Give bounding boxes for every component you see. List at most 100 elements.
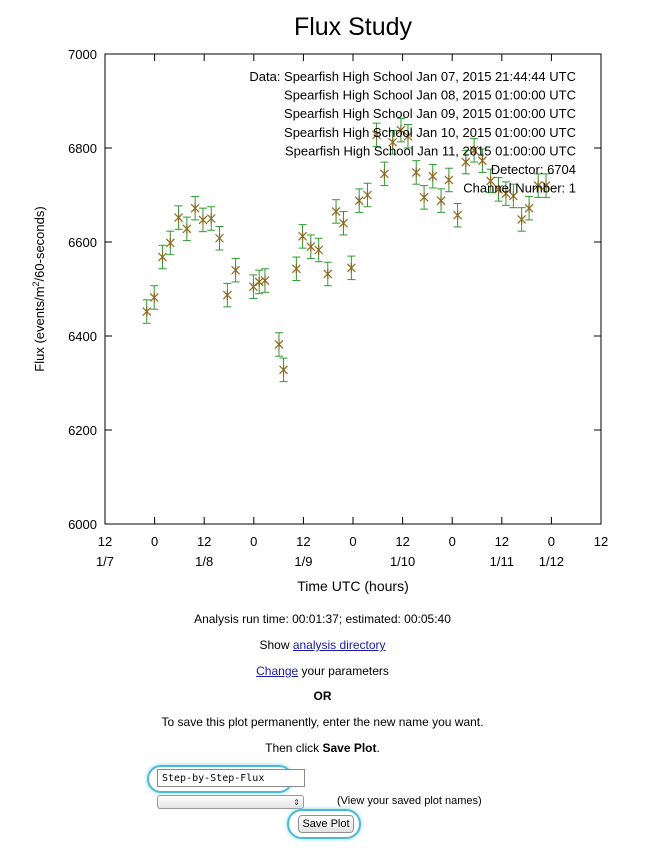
data-point (323, 261, 333, 287)
y-tick-label: 6600 (68, 235, 97, 250)
x-tick-label: 0 (250, 534, 257, 549)
y-tick-label: 6800 (68, 141, 97, 156)
y-tick-label: 6000 (68, 517, 97, 532)
run-time-text: Analysis run time: 00:01:37; estimated: … (194, 612, 451, 626)
data-point (469, 138, 479, 163)
x-tick-label: 12 (495, 534, 509, 549)
data-point (517, 207, 527, 232)
data-point (388, 130, 398, 155)
data-point (158, 244, 167, 270)
annotation-line: Spearfish High School Jan 11, 2015 01:00… (285, 143, 576, 158)
data-point (428, 163, 438, 189)
chart-title: Flux Study (294, 13, 413, 41)
annotation-line: Channel Number: 1 (463, 181, 576, 196)
save-instructions: To save this plot permanently, enter the… (161, 715, 484, 729)
data-point (541, 173, 551, 198)
data-point (231, 257, 241, 283)
then-click-text: Then click Save Plot. (265, 741, 380, 755)
y-tick-label: 6200 (68, 423, 97, 438)
show-line: Show analysis directory (259, 638, 386, 652)
data-point (291, 256, 301, 282)
data-point (419, 185, 429, 210)
data-point (508, 183, 518, 209)
data-point (501, 181, 511, 206)
y-axis-label: Flux (events/m2/60-seconds) (31, 206, 47, 371)
annotation-line: Data: Spearfish High School Jan 07, 2015… (249, 69, 576, 84)
data-point (182, 216, 192, 242)
data-point (354, 188, 364, 213)
annotation-line: Detector: 6704 (491, 162, 576, 177)
data-point (174, 205, 183, 230)
x-tick-label: 0 (548, 534, 555, 549)
x-axis: 12 1/7 0 12 1/8 0 12 1/9 0 12 1/10 0 12 1/11 0 1/12 12 (96, 54, 608, 569)
x-tick-label: 0 (151, 534, 158, 549)
annotation-line: Spearfish High School Jan 09, 2015 01:00… (284, 106, 576, 121)
data-point (396, 117, 406, 143)
data-point (444, 167, 454, 193)
x-tick-label: 0 (349, 534, 356, 549)
data-point (298, 224, 307, 249)
data-point (314, 237, 324, 263)
x-tick-date-label: 1/9 (294, 554, 312, 569)
data-point (222, 282, 232, 308)
x-tick-date-label: 1/7 (96, 554, 114, 569)
x-tick-date-label: 1/10 (390, 554, 415, 569)
data-point (142, 299, 152, 324)
or-text: OR (313, 689, 332, 703)
data-point (379, 161, 389, 187)
data-point (190, 195, 200, 221)
data-series (142, 117, 551, 383)
y-tick-label: 6400 (68, 329, 97, 344)
flux-chart: Flux Study 6000 6200 6400 6600 6800 7000 12 1/… (31, 13, 608, 594)
data-point (533, 173, 543, 198)
change-line: Change your parameters (256, 664, 389, 678)
annotation-line: Spearfish High School Jan 10, 2015 01:00… (284, 125, 576, 140)
data-point (372, 122, 381, 148)
analysis-directory-link[interactable]: analysis directory (292, 638, 386, 652)
data-point (274, 332, 284, 357)
data-point (331, 199, 341, 224)
data-point (346, 255, 356, 281)
x-tick-label: 12 (296, 534, 310, 549)
data-point (206, 206, 216, 231)
x-axis-label: Time UTC (hours) (297, 578, 409, 594)
data-point (254, 269, 264, 295)
x-tick-label: 12 (594, 534, 608, 549)
saved-plots-note: (View your saved plot names) (337, 795, 482, 807)
x-tick-date-label: 1/12 (539, 554, 564, 569)
annotation-line: Spearfish High School Jan 08, 2015 01:00… (284, 88, 576, 103)
data-point (339, 210, 348, 236)
change-parameters-link[interactable]: Change (256, 664, 299, 678)
data-point (149, 285, 159, 310)
save-button-highlight (287, 809, 361, 839)
x-tick-label: 12 (197, 534, 211, 549)
data-point (306, 234, 316, 259)
data-point (524, 195, 534, 221)
x-tick-label: 12 (395, 534, 409, 549)
data-point (215, 225, 224, 251)
saved-plots-select[interactable]: ⇕ (157, 795, 304, 809)
data-point (477, 148, 487, 173)
data-point (403, 124, 413, 149)
data-point (248, 274, 258, 299)
x-tick-date-label: 1/8 (195, 554, 213, 569)
x-tick-label: 12 (98, 534, 112, 549)
data-point (436, 188, 446, 213)
data-point (494, 177, 503, 202)
data-point (260, 268, 270, 293)
data-point (486, 168, 496, 194)
y-axis: 6000 6200 6400 6600 6800 7000 (68, 47, 601, 532)
save-plot-button[interactable]: Save Plot (298, 815, 354, 833)
data-point (461, 149, 471, 175)
data-annotations: Data: Spearfish High School Jan 07, 2015… (249, 69, 576, 196)
data-point (363, 182, 372, 208)
x-tick-date-label: 1/11 (490, 554, 514, 569)
data-point (279, 357, 288, 383)
data-point (165, 230, 175, 256)
data-point (411, 160, 421, 185)
data-point (453, 202, 462, 228)
y-tick-label: 7000 (68, 47, 97, 62)
select-arrows-icon: ⇕ (293, 798, 300, 807)
plot-name-input[interactable] (157, 769, 305, 787)
x-tick-label: 0 (449, 534, 456, 549)
